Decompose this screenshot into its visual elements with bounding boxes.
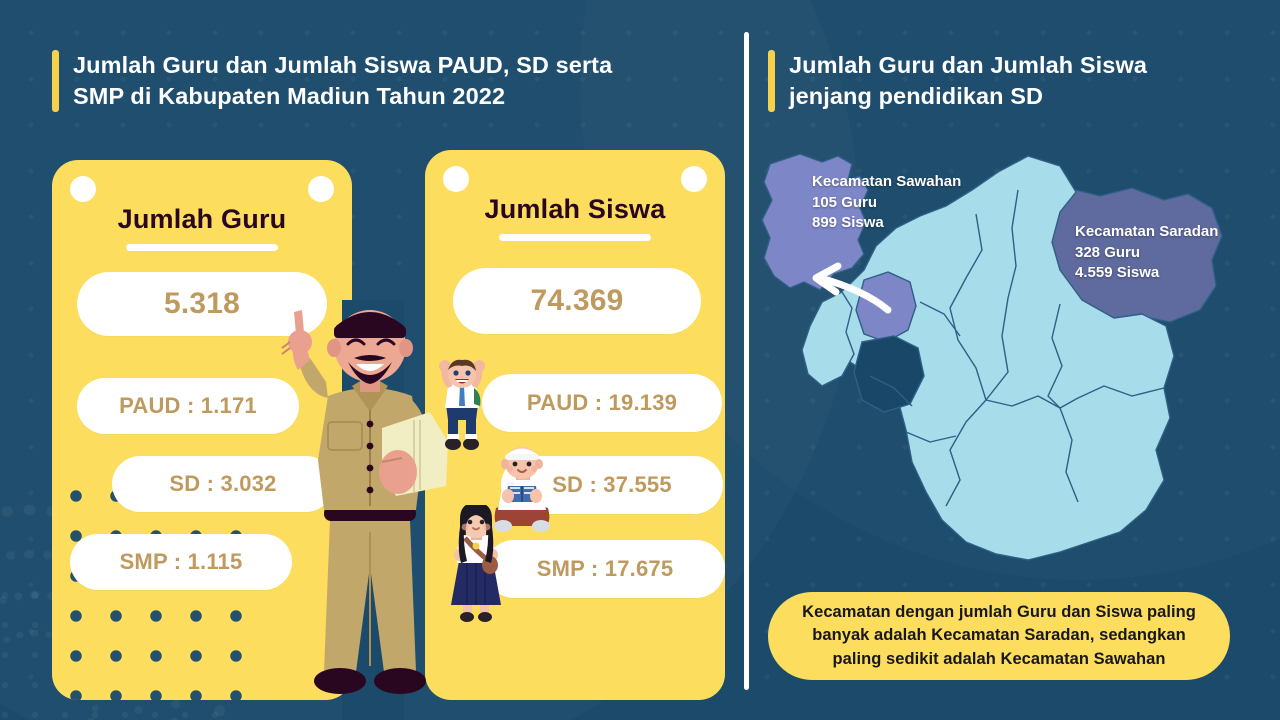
siswa-total-value: 74.369 bbox=[453, 268, 701, 334]
title-accent-bar-right bbox=[768, 50, 775, 112]
card-underline-2 bbox=[499, 234, 651, 241]
guru-sd-row: SD : 3.032 bbox=[112, 456, 334, 512]
siswa-paud-row: PAUD : 19.139 bbox=[482, 374, 722, 432]
card-notch-right-icon bbox=[308, 176, 334, 202]
card-notch-left-icon bbox=[70, 176, 96, 202]
map-region-main-body bbox=[821, 155, 1175, 561]
map-label-sawahan: Kecamatan Sawahan 105 Guru 899 Siswa bbox=[812, 173, 962, 232]
map-label-saradan: Kecamatan Saradan 328 Guru 4.559 Siswa bbox=[1075, 223, 1219, 282]
card-heading-guru: Jumlah Guru bbox=[117, 204, 287, 234]
guru-smp-row: SMP : 1.115 bbox=[70, 534, 292, 590]
stat-card-jumlah-guru: Jumlah Guru 5.318 PAUD : 1.171 SD : 3.03… bbox=[52, 160, 352, 700]
title-accent-bar bbox=[52, 50, 59, 112]
card-underline bbox=[126, 244, 278, 251]
student-girl-illustration bbox=[451, 505, 501, 622]
guru-paud-row: PAUD : 1.171 bbox=[77, 378, 299, 434]
card-heading-siswa: Jumlah Siswa bbox=[484, 194, 666, 224]
card-notch-left-icon-2 bbox=[443, 166, 469, 192]
card-notch-right-icon-2 bbox=[681, 166, 707, 192]
panel-divider bbox=[744, 32, 749, 690]
left-title-text: Jumlah Guru dan Jumlah Siswa PAUD, SD se… bbox=[73, 52, 613, 110]
left-panel-title: Jumlah Guru dan Jumlah Siswa PAUD, SD se… bbox=[52, 50, 712, 113]
right-title-text: Jumlah Guru dan Jumlah Siswa jenjang pen… bbox=[789, 52, 1147, 110]
right-panel-title: Jumlah Guru dan Jumlah Siswa jenjang pen… bbox=[768, 50, 1208, 113]
stat-card-jumlah-siswa: Jumlah Siswa 74.369 PAUD : 19.139 SD : 3… bbox=[425, 150, 725, 700]
guru-total-value: 5.318 bbox=[77, 272, 327, 336]
student-boy-reading-illustration bbox=[494, 447, 550, 532]
siswa-smp-row: SMP : 17.675 bbox=[485, 540, 725, 598]
summary-callout: Kecamatan dengan jumlah Guru dan Siswa p… bbox=[768, 592, 1230, 680]
teacher-illustration bbox=[281, 300, 448, 720]
map-pointer-arrow bbox=[812, 262, 892, 314]
map-region-west-lobe bbox=[801, 291, 855, 387]
student-boy-cheering-illustration bbox=[439, 359, 485, 450]
kabupaten-madiun-map bbox=[761, 153, 1223, 561]
map-region-sawahan-inset bbox=[761, 153, 869, 291]
